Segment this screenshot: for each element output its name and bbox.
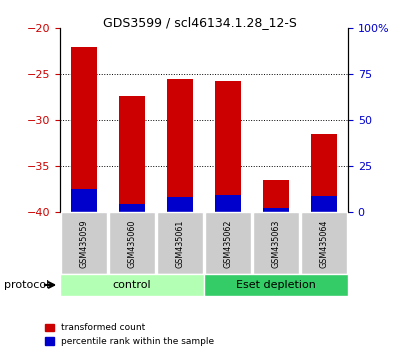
Bar bbox=[311, 134, 337, 212]
Text: GSM435064: GSM435064 bbox=[320, 219, 328, 268]
Bar bbox=[215, 195, 241, 212]
Bar bbox=[263, 208, 289, 212]
Text: GDS3599 / scl46134.1.28_12-S: GDS3599 / scl46134.1.28_12-S bbox=[103, 16, 297, 29]
Bar bbox=[215, 81, 241, 212]
Text: GSM435060: GSM435060 bbox=[128, 219, 136, 268]
FancyBboxPatch shape bbox=[205, 212, 251, 274]
Bar bbox=[263, 180, 289, 212]
Bar bbox=[71, 47, 97, 212]
Legend: transformed count, percentile rank within the sample: transformed count, percentile rank withi… bbox=[44, 324, 214, 346]
Text: protocol: protocol bbox=[4, 280, 49, 290]
Text: GSM435062: GSM435062 bbox=[224, 219, 232, 268]
Text: control: control bbox=[113, 280, 151, 290]
Bar bbox=[167, 197, 193, 212]
FancyBboxPatch shape bbox=[253, 212, 299, 274]
Bar bbox=[71, 189, 97, 212]
Bar bbox=[119, 204, 145, 212]
Text: GSM435059: GSM435059 bbox=[80, 219, 88, 268]
Text: GSM435061: GSM435061 bbox=[176, 219, 184, 268]
FancyBboxPatch shape bbox=[157, 212, 203, 274]
FancyBboxPatch shape bbox=[204, 274, 348, 296]
FancyBboxPatch shape bbox=[109, 212, 155, 274]
Text: GSM435063: GSM435063 bbox=[272, 219, 280, 268]
Text: Eset depletion: Eset depletion bbox=[236, 280, 316, 290]
Bar bbox=[119, 96, 145, 212]
Bar bbox=[167, 79, 193, 212]
FancyBboxPatch shape bbox=[61, 212, 107, 274]
FancyBboxPatch shape bbox=[60, 274, 204, 296]
FancyBboxPatch shape bbox=[301, 212, 347, 274]
Bar bbox=[311, 196, 337, 212]
